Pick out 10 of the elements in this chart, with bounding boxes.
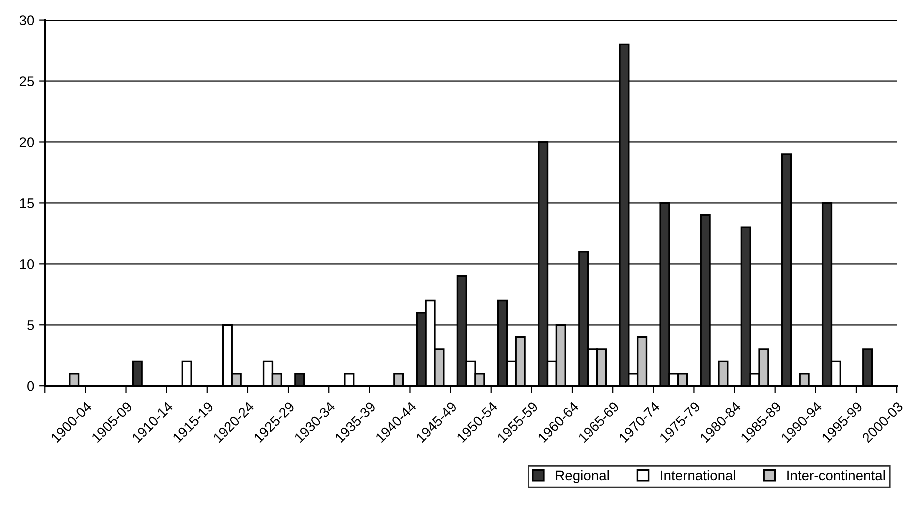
legend-label: Regional	[556, 470, 609, 484]
y-tick-label: 25	[20, 76, 34, 86]
y-tick-label: 15	[20, 198, 34, 208]
y-tick-label: 0	[28, 381, 34, 392]
y-tick-label: 20	[20, 138, 34, 148]
legend-label: International	[661, 470, 736, 481]
legend-label: Inter-continental	[788, 470, 886, 481]
y-tick-label: 5	[28, 320, 34, 330]
y-tick-label: 10	[20, 259, 34, 270]
y-tick-label: 30	[20, 16, 34, 26]
